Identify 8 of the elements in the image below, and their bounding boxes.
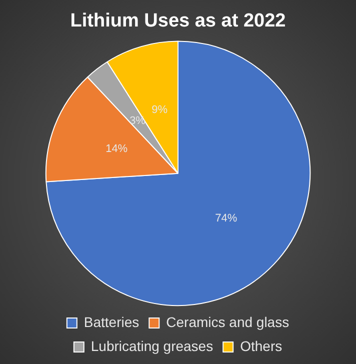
legend-label: Batteries <box>84 314 140 330</box>
data-label: 9% <box>152 104 168 116</box>
chart-title: Lithium Uses as at 2022 <box>70 10 286 32</box>
legend-label: Ceramics and glass <box>166 314 290 330</box>
legend-label: Others <box>240 338 282 354</box>
data-label: 14% <box>106 143 128 156</box>
legend-label: Lubricating greases <box>90 338 214 354</box>
data-label: 74% <box>215 212 238 225</box>
